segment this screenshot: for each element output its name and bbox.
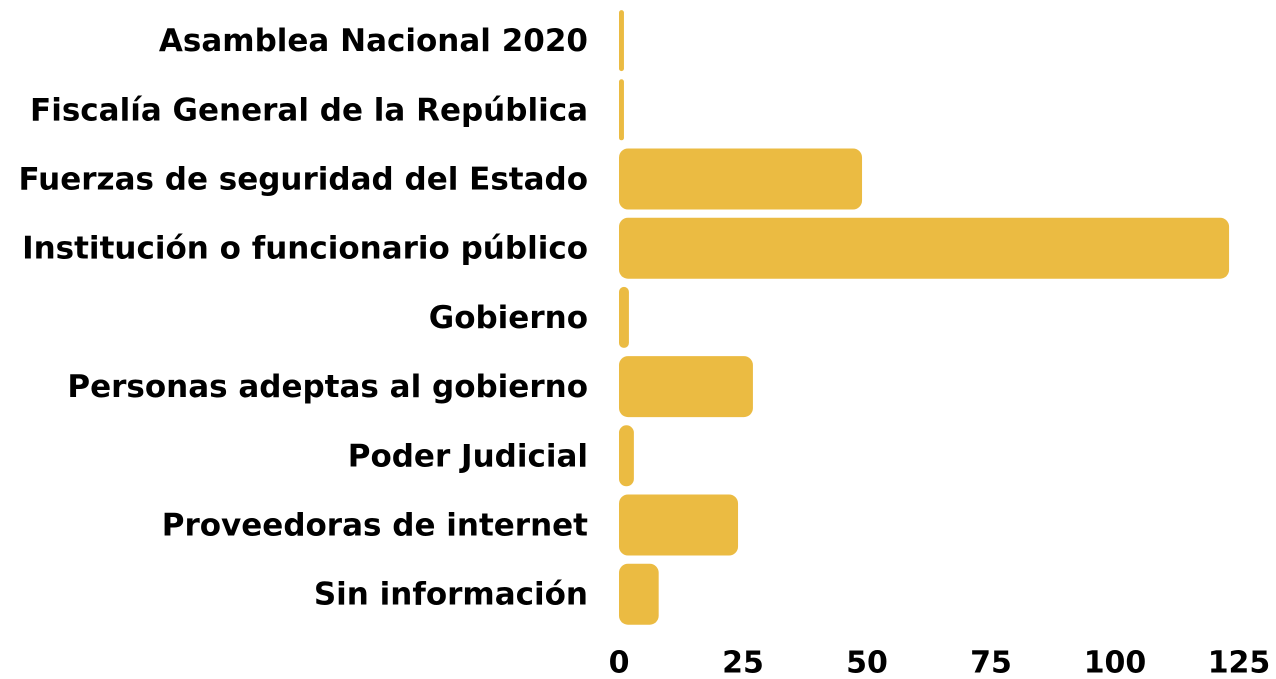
x-tick-label: 25 — [722, 646, 764, 679]
bar — [619, 494, 739, 556]
bar — [619, 563, 659, 625]
category-label: Sin información — [314, 577, 588, 613]
category-label: Fiscalía General de la República — [30, 92, 588, 128]
bar — [619, 425, 634, 487]
bar — [619, 10, 624, 72]
x-tick-label: 100 — [1084, 646, 1147, 679]
bar — [619, 217, 1230, 279]
bar — [619, 286, 629, 348]
bar — [619, 79, 624, 141]
bar — [619, 356, 753, 418]
bar — [619, 148, 863, 210]
x-tick-label: 125 — [1208, 646, 1271, 679]
category-label: Poder Judicial — [348, 438, 588, 474]
category-label: Gobierno — [429, 300, 588, 336]
x-tick-label: 0 — [609, 646, 630, 679]
x-tick-label: 50 — [846, 646, 888, 679]
category-label: Personas adeptas al gobierno — [67, 369, 588, 405]
category-label: Proveedoras de internet — [162, 508, 588, 544]
category-label: Institución o funcionario público — [22, 231, 588, 267]
category-label: Asamblea Nacional 2020 — [159, 23, 588, 59]
category-label: Fuerzas de seguridad del Estado — [19, 162, 588, 198]
x-tick-label: 75 — [970, 646, 1012, 679]
